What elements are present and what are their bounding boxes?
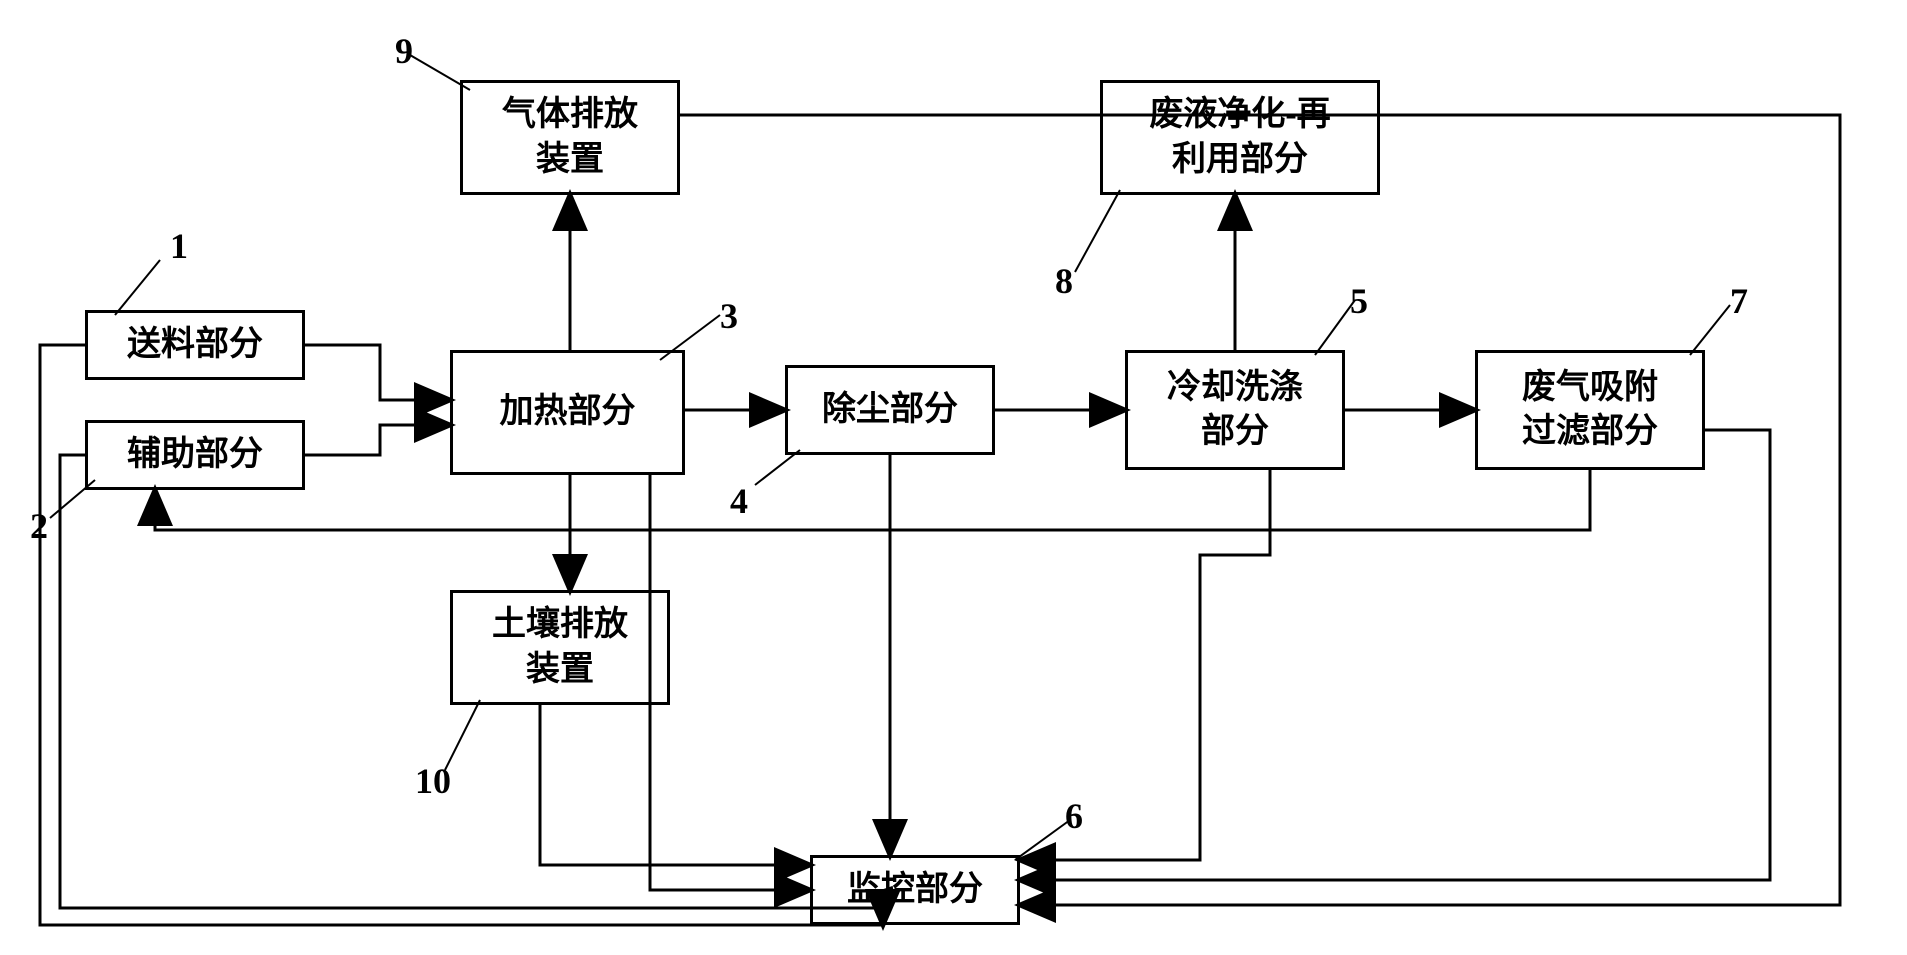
- callout-2: 2: [30, 505, 48, 547]
- node-label: 土壤排放 装置: [492, 603, 628, 691]
- callout-7: 7: [1730, 280, 1748, 322]
- callout-6: 6: [1065, 795, 1083, 837]
- callout-10: 10: [415, 760, 451, 802]
- node-soil-discharge-device: 土壤排放 装置: [450, 590, 670, 705]
- node-monitoring-section: 监控部分: [810, 855, 1020, 925]
- node-heating-section: 加热部分: [450, 350, 685, 475]
- node-dust-removal-section: 除尘部分: [785, 365, 995, 455]
- node-liquid-purify-reuse: 废液净化-再 利用部分: [1100, 80, 1380, 195]
- callout-5: 5: [1350, 280, 1368, 322]
- callout-3: 3: [720, 295, 738, 337]
- callout-4: 4: [730, 480, 748, 522]
- node-auxiliary-section: 辅助部分: [85, 420, 305, 490]
- node-gas-discharge-device: 气体排放 装置: [460, 80, 680, 195]
- node-label: 冷却洗涤 部分: [1167, 366, 1303, 454]
- node-label: 送料部分: [127, 323, 263, 367]
- node-label: 辅助部分: [127, 433, 263, 477]
- node-exhaust-filter-section: 废气吸附 过滤部分: [1475, 350, 1705, 470]
- node-label: 废液净化-再 利用部分: [1149, 93, 1330, 181]
- callout-1: 1: [170, 225, 188, 267]
- node-label: 加热部分: [500, 390, 636, 434]
- node-label: 废气吸附 过滤部分: [1522, 366, 1658, 454]
- callout-8: 8: [1055, 260, 1073, 302]
- flowchart-diagram: 送料部分 辅助部分 加热部分 除尘部分 冷却洗涤 部分 废气吸附 过滤部分 废液…: [0, 0, 1907, 955]
- node-feed-section: 送料部分: [85, 310, 305, 380]
- node-label: 气体排放 装置: [502, 93, 638, 181]
- node-label: 监控部分: [847, 868, 983, 912]
- node-cooling-wash-section: 冷却洗涤 部分: [1125, 350, 1345, 470]
- node-label: 除尘部分: [822, 388, 958, 432]
- callout-9: 9: [395, 30, 413, 72]
